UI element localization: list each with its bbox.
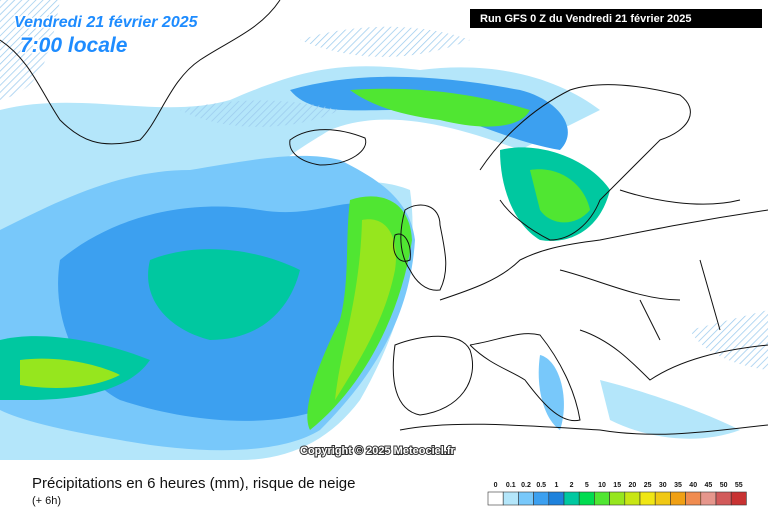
legend-swatch [639, 491, 656, 506]
legend-tick-label: 20 [629, 482, 637, 489]
legend-swatch [578, 491, 595, 506]
footer-title: Précipitations en 6 heures (mm), risque … [32, 475, 356, 492]
legend-swatch [563, 491, 580, 506]
legend-tick-label: 45 [705, 482, 713, 489]
time-label: 7:00 locale [20, 34, 128, 57]
legend-tick-label: 0.2 [521, 482, 531, 489]
legend-tick-label: 15 [613, 482, 621, 489]
legend-tick-label: 40 [689, 482, 697, 489]
legend-tick-label: 0.5 [536, 482, 546, 489]
legend-swatch [715, 491, 732, 506]
legend-swatch [594, 491, 610, 506]
copyright: Copyright © 2025 Meteociel.fr [300, 445, 456, 457]
run-label: Run GFS 0 Z du Vendredi 21 février 2025 [480, 13, 692, 25]
legend-swatch [685, 491, 702, 506]
legend-swatch [502, 491, 519, 506]
color-legend: 0 0.1 0.2 0.5 1 2 5 10 15 20 25 30 35 40 45 50 55 [487, 482, 747, 506]
legend-tick-label: 30 [659, 482, 667, 489]
legend-tick-label: 1 [554, 482, 558, 489]
legend-tick-label: 2 [570, 482, 574, 489]
legend-swatch [700, 491, 717, 506]
legend-swatch [548, 491, 565, 506]
legend-tick-label: 50 [720, 482, 728, 489]
date-label: Vendredi 21 février 2025 [14, 14, 199, 31]
legend-swatch [624, 491, 641, 506]
legend-tick-label: 35 [674, 482, 682, 489]
legend-swatch [730, 491, 747, 506]
legend-swatch [670, 491, 686, 506]
legend-tick-label: 5 [585, 482, 589, 489]
legend-swatch [654, 491, 671, 506]
map-area: Vendredi 21 février 2025 7:00 locale Run… [0, 0, 768, 460]
legend-tick-label: 55 [735, 482, 743, 489]
legend-swatch [533, 491, 550, 506]
legend-tick-label: 0 [494, 482, 498, 489]
legend-swatch [518, 491, 534, 506]
legend-swatch [609, 491, 626, 506]
legend-swatch [487, 491, 504, 506]
footer-subtitle: (+ 6h) [32, 495, 61, 507]
legend-tick-label: 0.1 [506, 482, 516, 489]
legend-tick-label: 25 [644, 482, 652, 489]
legend-tick-label: 10 [598, 482, 606, 489]
